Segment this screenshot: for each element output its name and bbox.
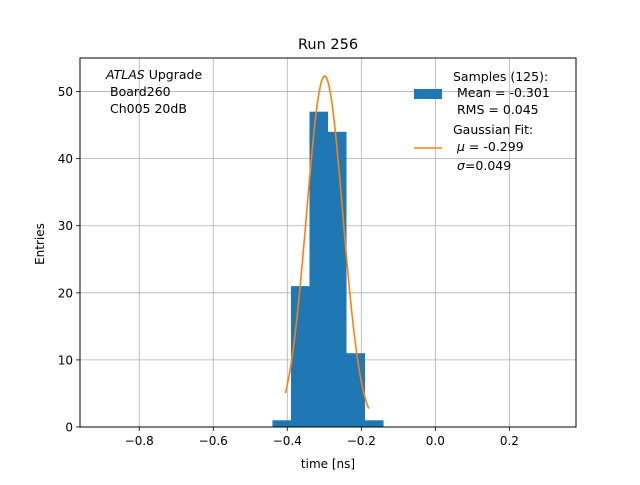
chart-title: Run 256 xyxy=(298,37,358,53)
legend-hist-title: Samples (125): xyxy=(453,69,548,84)
x-tick-label: −0.2 xyxy=(347,434,376,448)
x-tick-label: −0.8 xyxy=(125,434,154,448)
annotation-box: ATLAS Upgrade Board260 Ch005 20dB xyxy=(105,67,202,116)
histogram-bar xyxy=(290,286,310,427)
legend: Samples (125): Mean = -0.301 RMS = 0.045… xyxy=(414,69,550,173)
histogram-bar xyxy=(309,111,328,427)
legend-fit-mu: μ = -0.299 xyxy=(456,139,524,154)
y-tick-label: 30 xyxy=(58,219,73,233)
y-tick-label: 20 xyxy=(58,286,73,300)
legend-hist-mean: Mean = -0.301 xyxy=(457,85,550,100)
legend-sigma-value: =0.049 xyxy=(465,158,511,173)
annotation-line-2: Board260 xyxy=(110,84,171,99)
annotation-atlas: ATLAS xyxy=(105,67,145,82)
legend-mu-value: = -0.299 xyxy=(465,139,524,154)
gaussian-fit-layer xyxy=(284,75,370,409)
y-tick-label: 0 xyxy=(65,421,73,435)
annotation-line-3: Ch005 20dB xyxy=(110,101,187,116)
x-tick-label: 0.2 xyxy=(500,434,519,448)
annotation-upgrade: Upgrade xyxy=(145,67,203,82)
legend-fit-sigma: σ=0.049 xyxy=(457,158,511,173)
plot-area-frame xyxy=(79,57,577,428)
x-axis-label: time [ns] xyxy=(301,457,355,471)
legend-hist-swatch xyxy=(414,89,442,99)
y-axis-label: Entries xyxy=(33,223,47,265)
legend-sigma-symbol: σ xyxy=(457,158,466,173)
y-tick-label: 10 xyxy=(58,353,73,367)
y-tick-label: 50 xyxy=(58,85,73,99)
y-axis-ticks: 0 10 20 30 40 50 xyxy=(58,85,80,435)
gaussian-fit-curve xyxy=(284,75,370,409)
legend-hist-rms: RMS = 0.045 xyxy=(457,102,539,117)
legend-fit-title: Gaussian Fit: xyxy=(453,122,533,137)
histogram-bar xyxy=(365,420,384,427)
legend-mu-symbol: μ xyxy=(456,139,465,154)
histogram-bar xyxy=(346,353,366,427)
histogram-bar xyxy=(272,420,291,427)
annotation-line-1: ATLAS Upgrade xyxy=(105,67,202,82)
x-axis-ticks: −0.8 −0.6 −0.4 −0.2 0.0 0.2 xyxy=(125,427,519,448)
x-tick-label: −0.6 xyxy=(199,434,228,448)
y-tick-label: 40 xyxy=(58,152,73,166)
histogram-bar xyxy=(328,131,347,428)
x-tick-label: 0.0 xyxy=(426,434,445,448)
x-tick-label: −0.4 xyxy=(273,434,302,448)
